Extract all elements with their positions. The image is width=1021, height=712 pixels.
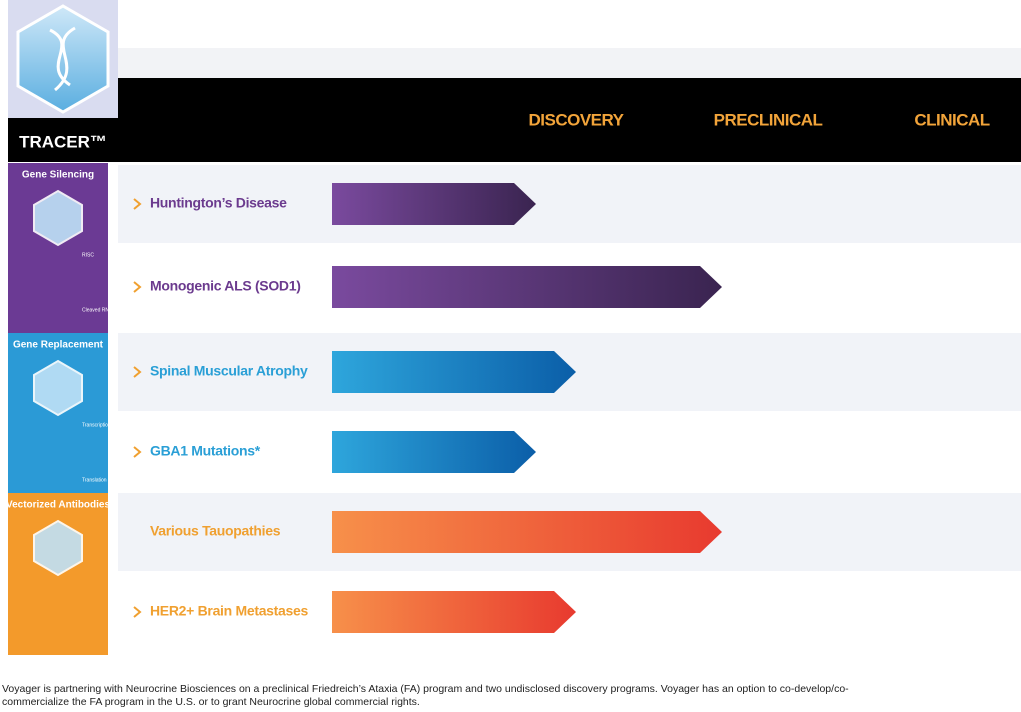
footnote: commercialize the FA program in the U.S.… xyxy=(2,696,420,708)
row-label: Monogenic ALS (SOD1) xyxy=(150,278,301,294)
row-label: Huntington’s Disease xyxy=(150,195,287,211)
section-label: Vectorized Antibodies xyxy=(6,500,111,511)
column-header: PRECLINICAL xyxy=(714,110,823,129)
footnote: Voyager is partnering with Neurocrine Bi… xyxy=(2,683,849,695)
pipeline: TRACER™ DISCOVERY PRECLINICAL CLINICAL Gen… xyxy=(0,0,1021,712)
row-label: GBA1 Mutations* xyxy=(150,443,261,459)
progress-bar xyxy=(332,431,536,473)
row-label: Various Tauopathies xyxy=(150,523,281,539)
row-label: Spinal Muscular Atrophy xyxy=(150,363,308,379)
top-band xyxy=(118,48,1021,78)
section-note: Cleaved RNA xyxy=(82,307,113,313)
column-headers: DISCOVERY PRECLINICAL CLINICAL xyxy=(528,110,989,129)
column-header: DISCOVERY xyxy=(528,110,624,129)
section-label: Gene Silencing xyxy=(22,170,94,181)
section-label: Gene Replacement xyxy=(13,340,104,351)
section-note: Translation xyxy=(82,477,107,483)
progress-bar xyxy=(332,511,722,553)
row-label: HER2+ Brain Metastases xyxy=(150,603,308,619)
progress-bar xyxy=(332,351,576,393)
progress-bar xyxy=(332,591,576,633)
brand: TRACER™ xyxy=(19,132,107,151)
progress-bar xyxy=(332,183,536,225)
section-note: Transcription xyxy=(82,422,111,428)
section-note: RISC xyxy=(82,252,94,258)
rows: Gene Silencing RISC Cleaved RNA Huntington’… xyxy=(6,163,1021,655)
progress-bar xyxy=(332,266,722,308)
column-header: CLINICAL xyxy=(914,110,989,129)
